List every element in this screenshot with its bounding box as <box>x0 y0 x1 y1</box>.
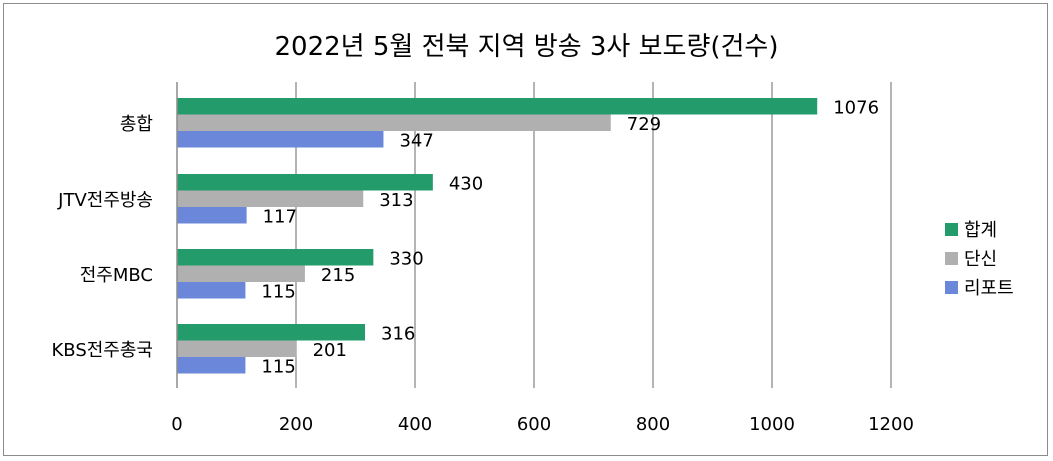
bar <box>177 98 818 115</box>
data-label: 313 <box>379 190 413 211</box>
legend-label: 합계 <box>964 220 997 241</box>
bars <box>177 98 818 374</box>
data-label: 215 <box>321 265 355 286</box>
data-label: 316 <box>381 323 415 344</box>
legend-swatch <box>945 281 958 294</box>
data-label: 430 <box>449 173 483 194</box>
chart-title: 2022년 5월 전북 지역 방송 3사 보도량(건수) <box>274 32 779 62</box>
bar <box>177 340 297 357</box>
data-label: 1076 <box>833 97 879 118</box>
category-label: 총합 <box>120 114 153 135</box>
bar <box>177 282 246 299</box>
legend-swatch <box>945 223 958 236</box>
bar <box>177 207 247 224</box>
data-label: 115 <box>261 281 295 302</box>
x-tick-label: 1200 <box>868 414 914 435</box>
bar <box>177 324 366 341</box>
data-label: 115 <box>261 356 295 377</box>
legend-swatch <box>945 252 958 265</box>
data-label: 347 <box>399 130 433 151</box>
bar <box>177 131 384 148</box>
bar <box>177 265 305 282</box>
category-label: 전주MBC <box>80 265 153 286</box>
x-tick-label: 400 <box>398 414 432 435</box>
bar <box>177 357 246 374</box>
x-tick-label: 1000 <box>749 414 795 435</box>
gridlines <box>295 82 892 388</box>
data-labels: 1076 430 330 316 729 313 215 201 347 117 115 115 <box>261 97 879 377</box>
x-tick-label: 800 <box>636 414 670 435</box>
data-label: 117 <box>263 206 297 227</box>
category-label: JTV전주방송 <box>57 190 153 211</box>
x-tick-label: 200 <box>279 414 313 435</box>
x-tick-label: 0 <box>171 414 182 435</box>
bar <box>177 190 364 207</box>
data-label: 729 <box>627 114 661 135</box>
legend-label: 리포트 <box>964 278 1014 299</box>
bar <box>177 249 374 266</box>
legend-label: 단신 <box>964 249 997 270</box>
bar <box>177 174 433 191</box>
data-label: 330 <box>389 248 423 269</box>
data-label: 201 <box>313 340 347 361</box>
bar <box>177 114 611 131</box>
x-tick-label: 600 <box>517 414 551 435</box>
category-label: KBS전주총국 <box>51 340 153 361</box>
